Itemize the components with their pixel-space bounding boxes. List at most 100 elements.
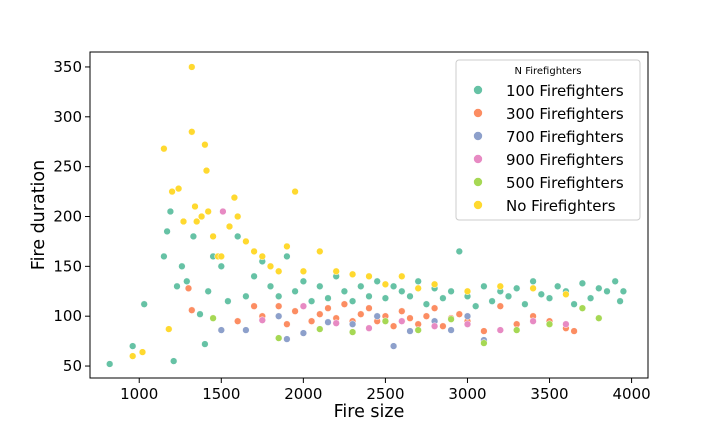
data-point (488, 297, 496, 305)
data-point (324, 318, 332, 326)
data-point (439, 322, 447, 330)
data-point (381, 280, 390, 288)
y-tick-label: 300 (53, 108, 82, 126)
data-point (463, 312, 472, 320)
data-point (562, 320, 570, 328)
data-point (324, 294, 332, 302)
data-point (202, 166, 211, 175)
data-point (173, 282, 181, 290)
series-100-firefighters (106, 207, 628, 368)
data-point (234, 212, 242, 221)
legend-label-100: 100 Firefighters (506, 82, 624, 100)
y-axis-label: Fire duration (29, 160, 49, 270)
legend: N Firefighters 100 Firefighters 300 Fire… (455, 59, 641, 221)
data-point (242, 326, 250, 334)
data-point (188, 128, 196, 136)
data-point (430, 280, 439, 288)
data-point (250, 272, 258, 280)
data-point (332, 267, 340, 275)
data-point (529, 277, 537, 285)
data-point (357, 310, 365, 318)
data-point (463, 287, 472, 295)
data-point (414, 326, 422, 334)
data-point (324, 304, 332, 312)
data-point (398, 287, 406, 295)
data-point (219, 207, 227, 216)
x-tick-label: 3000 (448, 385, 486, 403)
y-tick-label: 250 (53, 158, 82, 176)
series-no-firefighters (129, 63, 570, 360)
y-tick-label: 50 (63, 357, 82, 375)
plot-frame (89, 51, 649, 379)
data-point (381, 317, 390, 325)
data-point (447, 287, 455, 295)
data-point (299, 267, 308, 275)
data-point (168, 187, 176, 196)
data-point (348, 297, 357, 305)
data-point (586, 294, 595, 302)
data-point (480, 339, 488, 347)
data-point (140, 300, 148, 308)
data-point (129, 352, 137, 360)
data-point (406, 327, 414, 335)
data-point (603, 287, 611, 295)
data-point (529, 317, 537, 325)
data-point (406, 292, 414, 300)
series-500-firefighters (209, 304, 603, 347)
data-point (291, 187, 299, 196)
data-point (365, 324, 373, 332)
data-point (234, 232, 242, 241)
x-tick-label: 1500 (202, 385, 240, 403)
data-point (439, 294, 447, 302)
data-point (316, 247, 324, 256)
legend-box (455, 59, 641, 221)
data-point (389, 342, 398, 350)
data-point (463, 320, 472, 328)
data-point (348, 320, 357, 328)
data-point (480, 282, 488, 290)
legend-entry-none: No Firefighters (473, 197, 616, 215)
data-point (242, 292, 250, 300)
y-tick-label: 350 (53, 58, 82, 76)
x-tick-label: 2500 (366, 385, 404, 403)
data-point (217, 262, 225, 270)
data-point (275, 312, 283, 320)
data-point (283, 320, 291, 328)
data-point (258, 316, 266, 324)
data-point (616, 297, 624, 305)
data-point (496, 302, 504, 310)
data-point (513, 284, 521, 292)
legend-entry-300: 300 Firefighters (473, 105, 624, 123)
data-point (283, 242, 291, 251)
data-point (209, 314, 217, 322)
data-point (196, 310, 204, 318)
y-tick-label: 150 (53, 257, 82, 275)
data-point (299, 329, 308, 337)
data-point (316, 282, 324, 290)
data-point (225, 222, 234, 231)
data-point (201, 340, 209, 348)
legend-label-700: 700 Firefighters (506, 128, 624, 146)
x-tick-label: 3500 (530, 385, 568, 403)
data-point (201, 141, 209, 149)
data-point (595, 284, 603, 292)
data-point (422, 300, 431, 308)
data-point (340, 300, 349, 308)
legend-label-300: 300 Firefighters (506, 105, 624, 123)
data-point (275, 302, 283, 310)
data-point (504, 292, 513, 300)
data-point (204, 287, 212, 295)
data-point (316, 325, 324, 333)
data-point (179, 217, 188, 226)
data-point (373, 277, 381, 285)
x-tick-label: 2000 (284, 385, 322, 403)
legend-marker-300 (473, 108, 483, 118)
data-point (496, 282, 504, 290)
data-point (414, 284, 422, 292)
data-point (332, 319, 340, 327)
data-point (554, 282, 562, 290)
legend-marker-none (473, 200, 483, 210)
legend-label-none: No Firefighters (506, 197, 616, 215)
data-point (455, 310, 463, 318)
